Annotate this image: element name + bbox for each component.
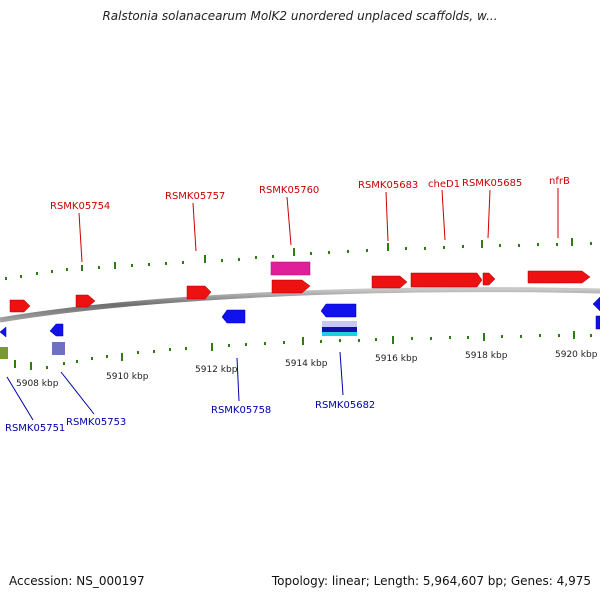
forward-gene[interactable] — [410, 272, 483, 288]
gene-label[interactable]: RSMK05754 — [50, 201, 110, 212]
rna-feature[interactable] — [270, 261, 311, 276]
gene-label[interactable]: nfrB — [549, 176, 570, 187]
reverse-gene-labels: RSMK05751 RSMK05753 RSMK05758 RSMK05682 — [5, 400, 375, 434]
reverse-gene[interactable] — [320, 303, 357, 318]
forward-gene[interactable] — [482, 272, 496, 286]
genome-stats-text: Topology: linear; Length: 5,964,607 bp; … — [271, 574, 591, 588]
reverse-gene[interactable] — [0, 326, 7, 338]
scale-label: 5920 kbp — [555, 350, 598, 360]
misc-feature-stack[interactable] — [322, 327, 357, 332]
reverse-gene[interactable] — [49, 323, 64, 337]
reverse-gene[interactable] — [592, 296, 600, 312]
misc-feature-stack[interactable] — [322, 321, 357, 328]
forward-gene[interactable] — [271, 279, 311, 294]
gene-label[interactable]: RSMK05753 — [66, 417, 126, 428]
reverse-gene[interactable] — [221, 309, 246, 324]
gene-label[interactable]: RSMK05758 — [211, 405, 271, 416]
gene-label[interactable]: RSMK05682 — [315, 400, 375, 411]
forward-genes[interactable] — [9, 270, 591, 313]
scale-label: 5910 kbp — [106, 372, 149, 382]
gene-label[interactable]: RSMK05683 — [358, 180, 418, 191]
forward-gene[interactable] — [75, 294, 96, 308]
accession-text: Accession: NS_000197 — [9, 574, 145, 588]
gene-label[interactable]: RSMK05685 — [462, 178, 522, 189]
scale-label: 5912 kbp — [195, 365, 238, 375]
reverse-genes[interactable] — [0, 296, 600, 338]
scale-label: 5914 kbp — [285, 359, 328, 369]
forward-tick-track — [5, 238, 592, 280]
forward-gene[interactable] — [186, 285, 212, 300]
forward-gene[interactable] — [371, 275, 408, 289]
reverse-leader-lines — [6, 351, 344, 421]
forward-gene[interactable] — [527, 270, 591, 284]
chromosome-backbone — [0, 287, 600, 323]
scale-labels: 5908 kbp 5910 kbp 5912 kbp 5914 kbp 5916… — [16, 350, 598, 389]
scale-label: 5918 kbp — [465, 351, 508, 361]
misc-feature-slate[interactable] — [52, 342, 65, 355]
gene-label[interactable]: RSMK05757 — [165, 191, 225, 202]
reverse-gene[interactable] — [595, 315, 600, 330]
scale-label: 5916 kbp — [375, 354, 418, 364]
forward-leader-lines — [78, 188, 559, 263]
gene-label[interactable]: cheD1 — [428, 179, 460, 190]
misc-feature-olive[interactable] — [0, 347, 8, 359]
misc-feature-stack[interactable] — [322, 332, 357, 336]
gene-label[interactable]: RSMK05760 — [259, 185, 319, 196]
scale-label: 5908 kbp — [16, 379, 59, 389]
map-title: Ralstonia solanacearum MolK2 unordered u… — [102, 9, 498, 23]
forward-gene-labels: RSMK05754 RSMK05757 RSMK05760 RSMK05683 … — [50, 176, 570, 212]
forward-gene[interactable] — [9, 299, 31, 313]
reverse-tick-track — [14, 331, 592, 370]
gene-label[interactable]: RSMK05751 — [5, 423, 65, 434]
